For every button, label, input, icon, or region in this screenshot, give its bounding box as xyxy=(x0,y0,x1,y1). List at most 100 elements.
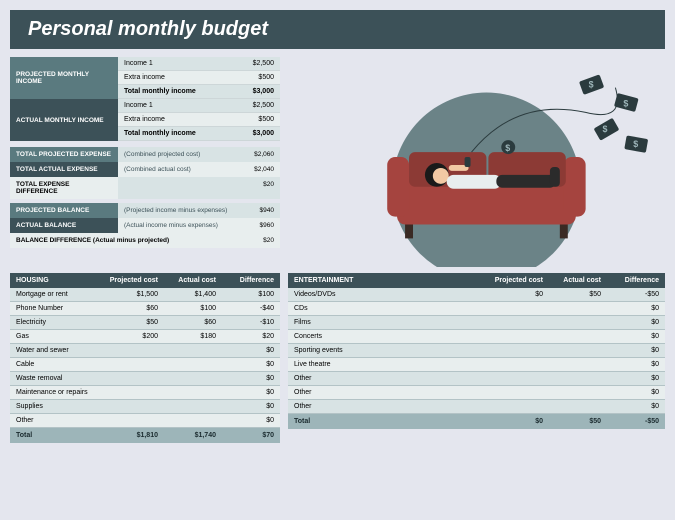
column-header: Actual cost xyxy=(543,277,601,284)
cell-projected: $0 xyxy=(485,291,543,298)
cell-actual xyxy=(543,305,601,312)
cell-projected xyxy=(100,417,158,424)
summary-note: (Projected income minus expenses) xyxy=(124,207,227,214)
row-name: Live theatre xyxy=(294,361,485,368)
row-name: Supplies xyxy=(16,403,100,410)
svg-text:$: $ xyxy=(505,143,510,153)
cell-difference: $0 xyxy=(216,375,274,382)
line-value: $3,000 xyxy=(253,130,274,137)
column-header: Difference xyxy=(216,277,274,284)
cell-projected xyxy=(485,319,543,326)
svg-text:$: $ xyxy=(602,124,607,134)
summary-label: ACTUAL BALANCE xyxy=(10,218,118,233)
cell-difference: -$50 xyxy=(601,291,659,298)
table-row: Other $0 xyxy=(288,386,665,400)
cell-difference: $100 xyxy=(216,291,274,298)
cell-difference: $0 xyxy=(216,417,274,424)
summary-desc: (Actual income minus expenses)$960 xyxy=(118,218,280,233)
row-name: Sporting events xyxy=(294,347,485,354)
cell-projected xyxy=(485,333,543,340)
line-value: $500 xyxy=(258,116,274,123)
cell-projected xyxy=(485,375,543,382)
summary-label: PROJECTED BALANCE xyxy=(10,203,118,218)
cell-difference: $0 xyxy=(601,333,659,340)
table-row: Sporting events $0 xyxy=(288,344,665,358)
top-row: PROJECTED MONTHLY INCOME Income 1 $2,500… xyxy=(10,57,665,267)
cell-projected: $200 xyxy=(100,333,158,340)
cell-difference: $0 xyxy=(601,347,659,354)
cell-projected xyxy=(485,305,543,312)
income-line: Extra income $500 xyxy=(118,113,280,127)
row-name: Phone Number xyxy=(16,305,100,312)
line-label: Income 1 xyxy=(124,102,153,109)
income-line: Extra income $500 xyxy=(118,71,280,85)
summary-row: ACTUAL BALANCE(Actual income minus expen… xyxy=(10,218,280,233)
row-name: Water and sewer xyxy=(16,347,100,354)
summary-note: (Combined actual cost) xyxy=(124,166,191,173)
row-name: Videos/DVDs xyxy=(294,291,485,298)
table-row: Cable$0 xyxy=(10,358,280,372)
row-name: Mortgage or rent xyxy=(16,291,100,298)
cell-projected xyxy=(100,375,158,382)
row-name: Other xyxy=(294,375,485,382)
table-row: Films$0 xyxy=(288,316,665,330)
cell-projected xyxy=(485,361,543,368)
summary-desc: $20 xyxy=(118,177,280,199)
summary-label: TOTAL ACTUAL EXPENSE xyxy=(10,162,118,177)
summary-desc: (Projected income minus expenses)$940 xyxy=(118,203,280,218)
housing-table: HOUSINGProjected costActual costDifferen… xyxy=(10,273,280,443)
table-row: CDs $0 xyxy=(288,302,665,316)
total-projected: $1,810 xyxy=(100,432,158,439)
cell-actual xyxy=(158,375,216,382)
cell-actual xyxy=(158,417,216,424)
total-difference: -$50 xyxy=(601,418,659,425)
actual-income-row: ACTUAL MONTHLY INCOME Income 1 $2,500 Ex… xyxy=(10,99,280,141)
illustration: $ $ $ $ $ xyxy=(288,57,665,267)
category-header: HOUSINGProjected costActual costDifferen… xyxy=(10,273,280,288)
table-row: Mortgage or rent$1,500$1,400$100 xyxy=(10,288,280,302)
cell-actual xyxy=(543,403,601,410)
line-value: $500 xyxy=(258,74,274,81)
budget-document: Personal monthly budget PROJECTED MONTHL… xyxy=(10,10,665,443)
row-name: Waste removal xyxy=(16,375,100,382)
cell-actual xyxy=(158,361,216,368)
cell-actual: $60 xyxy=(158,319,216,326)
line-label: Total monthly income xyxy=(124,88,196,95)
line-label: Extra income xyxy=(124,116,165,123)
column-header: Projected cost xyxy=(100,277,158,284)
cell-difference: $0 xyxy=(601,305,659,312)
cell-actual: $50 xyxy=(543,291,601,298)
column-header: Actual cost xyxy=(158,277,216,284)
cell-actual xyxy=(543,347,601,354)
column-header: Difference xyxy=(601,277,659,284)
cell-projected: $1,500 xyxy=(100,291,158,298)
total-actual: $50 xyxy=(543,418,601,425)
summary-label: TOTAL EXPENSE DIFFERENCE xyxy=(10,177,118,199)
summary-note: (Combined projected cost) xyxy=(124,151,200,158)
row-name: Films xyxy=(294,319,485,326)
row-name: Other xyxy=(294,389,485,396)
summary-label: BALANCE DIFFERENCE (Actual minus project… xyxy=(10,233,222,248)
total-projected: $0 xyxy=(485,418,543,425)
table-row: Electricity$50$60-$10 xyxy=(10,316,280,330)
cell-difference: $0 xyxy=(216,389,274,396)
cell-actual: $180 xyxy=(158,333,216,340)
summary-note: (Actual income minus expenses) xyxy=(124,222,218,229)
line-value: $2,500 xyxy=(253,102,274,109)
row-name: CDs xyxy=(294,305,485,312)
cell-difference: $0 xyxy=(601,361,659,368)
category-total: Total$1,810$1,740$70 xyxy=(10,428,280,443)
cell-projected xyxy=(100,361,158,368)
cell-difference: $0 xyxy=(601,389,659,396)
cell-projected xyxy=(100,403,158,410)
cell-actual xyxy=(158,403,216,410)
row-name: Other xyxy=(294,403,485,410)
cell-projected: $60 xyxy=(100,305,158,312)
cell-projected xyxy=(485,403,543,410)
table-row: Maintenance or repairs$0 xyxy=(10,386,280,400)
summary-value: $20 xyxy=(263,181,274,195)
table-row: Waste removal $0 xyxy=(10,372,280,386)
actual-income-cells: Income 1 $2,500 Extra income $500 Total … xyxy=(118,99,280,141)
projected-income-row: PROJECTED MONTHLY INCOME Income 1 $2,500… xyxy=(10,57,280,99)
row-name: Concerts xyxy=(294,333,485,340)
